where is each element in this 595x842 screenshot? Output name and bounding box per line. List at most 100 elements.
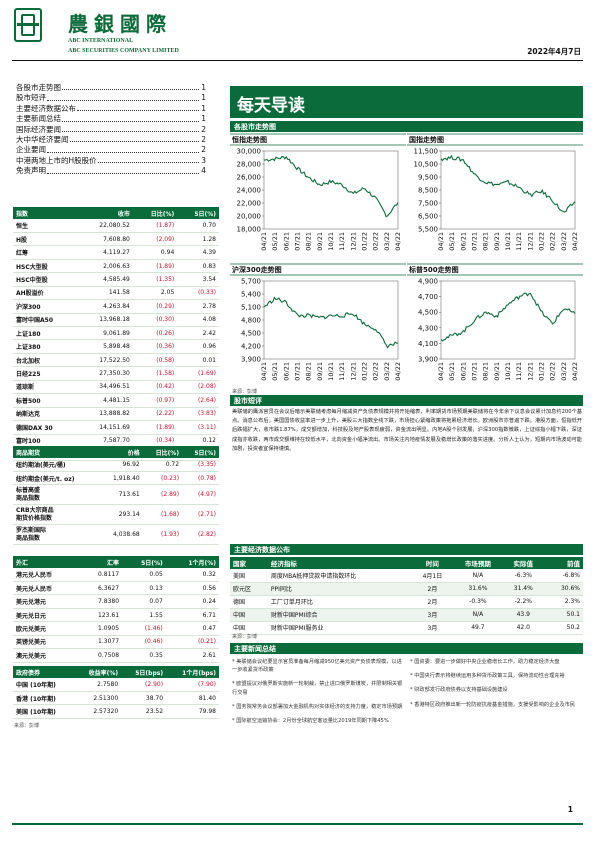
cell-value: 22,080.52 <box>77 219 133 233</box>
table-row: 美国 (10年期) 2.57320 23.52 79.98 <box>13 704 219 719</box>
x-tick-label: 08/21 <box>482 362 490 381</box>
x-tick-label: 12/21 <box>349 362 357 381</box>
cell-value: 2.57320 <box>74 704 122 719</box>
table-row: 中国 财新中国PMI综合 3月 N/A 43.9 50.1 <box>230 608 583 622</box>
cell-value: (1.69) <box>177 366 219 381</box>
toc-item[interactable]: 各股市走势图 1 <box>16 83 206 93</box>
row-label: 德国DAX 30 <box>13 420 78 435</box>
cell-value: (3.35) <box>182 458 219 472</box>
toc-item[interactable]: 股市短评 1 <box>16 93 206 103</box>
cell-value: (0.46) <box>122 635 166 650</box>
toc-item[interactable]: 中港两地上市的H股股价 3 <box>16 156 206 166</box>
series-line <box>440 154 576 213</box>
cell-value: 31.6% <box>452 582 504 596</box>
cell-value: (0.78) <box>182 471 219 486</box>
plot-frame <box>440 280 576 360</box>
cell-value: 0.83 <box>177 259 219 274</box>
toc-item[interactable]: 国际经济要闻 2 <box>16 125 206 135</box>
row-label: 上证380 <box>13 339 78 354</box>
y-tick-label: 5,500 <box>418 226 438 234</box>
x-tick-label: 03/22 <box>383 232 391 251</box>
table-row: HSC中型股 4,585.49 (1.35) 3.54 <box>13 272 219 287</box>
y-tick-label: 11,500 <box>414 148 439 156</box>
table-row: H股 7,608.80 (2.09) 1.28 <box>13 232 219 247</box>
x-tick-label: 05/21 <box>271 362 279 381</box>
column-header: 5日(%) <box>182 446 219 458</box>
column-header: 外汇 <box>13 556 80 568</box>
x-tick-label: 12/21 <box>526 362 534 381</box>
table-row: 香港 (10年期) 2.51300 38.70 81.40 <box>13 691 219 706</box>
cell-value: 1,918.40 <box>99 471 143 486</box>
x-tick-label: 06/21 <box>459 362 467 381</box>
toc-item[interactable]: 企业要闻 2 <box>16 145 206 155</box>
cell-value: 141.58 <box>77 286 133 301</box>
toc-item[interactable]: 主要经济数据公布 1 <box>16 104 206 114</box>
news-item: * 国资委：要进一步做好中央企业稳增长工作，助力稳定经济大盘 <box>410 659 560 665</box>
cell-value: (0.21) <box>165 635 219 650</box>
y-tick-label: 20,000 <box>237 213 262 221</box>
x-tick-label: 03/22 <box>560 232 568 251</box>
cell-value: 50.2 <box>543 621 583 635</box>
series-line <box>440 292 576 342</box>
cell-value: N/A <box>452 608 504 622</box>
table-row: 欧元兑美元 1.0905 (1.46) 0.47 <box>13 621 219 636</box>
row-label: 富时中国A50 <box>13 313 78 328</box>
charts-source: 来源：彭博 <box>232 389 258 395</box>
table-row: 中国 (10年期) 2.7580 (2.90) (7.90) <box>13 678 219 692</box>
toc-item-page: 2 <box>201 134 206 144</box>
y-tick-label: 8,500 <box>418 187 438 195</box>
header-divider <box>12 60 583 61</box>
cell-value: 1.55 <box>122 608 166 623</box>
cell-value: 欧元区 <box>230 582 268 596</box>
cell-value: 2.42 <box>177 326 219 341</box>
table-row: 美元兑人民币 6.3627 0.13 0.56 <box>13 581 219 596</box>
toc-item[interactable]: 免责声明 4 <box>16 166 206 176</box>
news-item: * 中国央行表示将继续运用多种货币政策工具，保持流动性合理充裕 <box>410 673 565 680</box>
cell-value: 0.94 <box>132 245 178 260</box>
x-tick-label: 03/22 <box>560 362 568 381</box>
table-row: 纽约期油(美元/桶) 96.92 0.72 (3.35) <box>13 458 219 472</box>
column-header: 收市 <box>77 207 133 219</box>
cell-value: 2.7580 <box>74 678 122 692</box>
cell-value: 123.61 <box>79 608 123 623</box>
cell-value: (2.89) <box>142 484 183 506</box>
company-logo <box>14 8 42 42</box>
column-header: 市场预期 <box>452 557 504 569</box>
row-label: H股 <box>13 232 78 247</box>
cell-value: 0.01 <box>177 353 219 368</box>
y-tick-label: 4,100 <box>418 340 438 348</box>
brand-subname-en: ABC SECURITIES COMPANY LIMITED <box>68 48 179 54</box>
cell-value: 2.78 <box>177 299 219 314</box>
cell-value: 4,481.15 <box>77 393 133 408</box>
cell-value: -0.3% <box>452 595 504 609</box>
y-tick-label: 5,400 <box>241 291 261 299</box>
series-line <box>263 155 399 218</box>
x-tick-label: 04/22 <box>394 232 402 251</box>
cell-value: (1.46) <box>122 621 166 636</box>
cell-value: (7.90) <box>166 678 219 692</box>
x-tick-label: 04/22 <box>571 232 579 251</box>
row-label: 欧元兑美元 <box>13 621 80 636</box>
column-header: 实际值 <box>503 557 544 569</box>
plot-frame <box>263 150 399 230</box>
cell-value: (2.22) <box>132 407 178 422</box>
brand-name-en: ABC INTERNATIONAL <box>68 38 134 44</box>
table-row: 道琼斯 34,496.51 (0.42) (2.08) <box>13 380 219 395</box>
toc-dots <box>62 125 199 132</box>
table-row: 沪深300 4,263.84 (0.29) 2.78 <box>13 299 219 314</box>
y-tick-label: 10,500 <box>414 161 439 169</box>
cell-value: -6.3% <box>503 569 544 583</box>
x-tick-label: 12/21 <box>526 232 534 251</box>
toc-item[interactable]: 大中华经济要闻 2 <box>16 135 206 145</box>
table-row: 日经225 27,350.30 (1.58) (1.69) <box>13 366 219 381</box>
cell-value: 6.3627 <box>79 581 123 596</box>
x-tick-label: 02/22 <box>549 362 557 381</box>
cell-value: 38.70 <box>121 691 167 706</box>
cell-value: 0.72 <box>142 458 183 472</box>
table-row: AH股溢价 141.58 2.05 (0.33) <box>13 286 219 301</box>
toc-item[interactable]: 主要新闻总结 1 <box>16 114 206 124</box>
row-label: 红筹 <box>13 245 78 260</box>
cell-value: (0.23) <box>142 471 183 486</box>
cell-value: 1.28 <box>177 232 219 247</box>
cell-value: 0.07 <box>122 594 166 609</box>
